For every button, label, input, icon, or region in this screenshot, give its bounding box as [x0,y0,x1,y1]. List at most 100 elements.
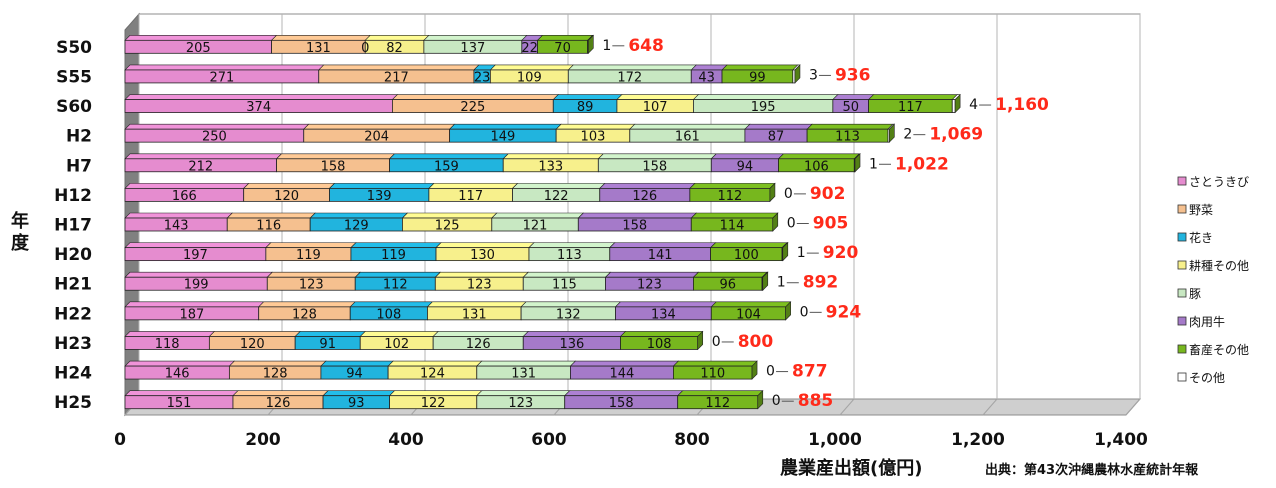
category-label: S50 [56,38,92,58]
bar-segment-top [777,153,861,160]
bar-value-label: 114 [720,219,745,234]
bar-value-label: 131 [511,367,536,382]
bar-value-label: 119 [381,248,406,263]
bar-end-face [772,212,779,232]
bar-value-label: 115 [552,278,577,293]
bar-value-label: 112 [705,396,730,411]
legend-swatch [1177,372,1187,382]
total-label: 885 [798,391,834,411]
bar-end-face [889,123,895,143]
bar-segment-top [349,301,434,308]
other-value-label: 1 [602,38,611,54]
other-value-label: 4 [969,97,978,113]
bar-value-label: 108 [376,307,401,322]
bar-segment-top [569,360,680,367]
bar-value-label: 117 [898,100,923,115]
bar-value-label: 149 [490,130,515,145]
bar-value-label: 131 [306,41,331,56]
bar-segment-top [391,94,560,100]
x-tick-label: 0 [114,430,126,450]
bar-segment-top [232,390,329,396]
bar-value-label: 195 [751,100,776,115]
category-label: H2 [66,127,92,147]
bar-segment-top [597,153,718,160]
bar-value-label: 43 [698,70,715,85]
bar-segment-top [867,94,958,100]
bar-value-label: 107 [643,100,668,115]
bar-value-label: 151 [167,396,192,411]
bar-value-label: 118 [155,337,180,352]
bar-segment-top [435,242,535,248]
bar-segment-top [721,64,799,71]
bar-segment-top [692,271,768,278]
bar-segment-top [303,123,456,130]
legend-swatch [1177,316,1187,326]
bar-segment-top [629,123,751,130]
bar-segment-top [270,35,371,41]
bar-segment-top [555,123,636,130]
other-value-label: 0 [784,186,793,202]
total-label: 1,069 [929,125,983,145]
category-label: H17 [54,216,92,236]
bar-value-label: 109 [517,70,542,85]
bar-segment-top [228,360,327,367]
bar-value-label: 123 [637,278,662,293]
bar-end-face [854,153,861,173]
x-tick-label: 600 [531,430,567,450]
bar-segment-top [328,183,435,189]
bar-value-label: 89 [577,100,594,115]
legend-swatch [1177,176,1187,186]
bar-value-label: 113 [835,130,860,145]
bar-segment-top [124,183,250,189]
bar-value-label: 204 [364,130,389,145]
bar-segment-top [257,301,356,308]
total-label: 924 [826,302,862,322]
category-label: H20 [54,245,92,265]
bar-value-label: 199 [184,278,209,293]
bar-segment [792,69,796,84]
bar-value-label: 100 [734,248,759,263]
bar-value-label: 144 [610,367,635,382]
legend-label: 畜産その他 [1189,342,1249,357]
bar-value-label: 131 [462,307,487,322]
bar-value-label: 122 [421,396,446,411]
bar-value-label: 87 [768,130,785,145]
bar-value-label: 113 [557,248,582,263]
bar-segment-top [322,390,396,396]
bar-segment-top [710,301,792,308]
bar-segment-top [124,153,283,160]
bar-segment-top [690,64,728,71]
bar-value-label: 110 [700,367,725,382]
bar-value-label: 102 [384,337,409,352]
bar-value-label: 128 [263,367,288,382]
bar-value-label: 158 [622,219,647,234]
bar-end-face [954,93,961,114]
x-tick-label: 1,400 [1094,430,1148,450]
bar-segment-top [502,153,605,160]
x-tick-label: 800 [674,430,710,450]
bar-value-label: 123 [467,278,492,293]
bar-value-label: 134 [651,307,676,322]
bar-end-face [588,34,594,55]
bar-segment-top [124,242,272,248]
bar-segment-top [806,123,894,130]
bar-segment-top [265,242,357,248]
bar-segment-top [426,301,527,308]
bar-segment-top [124,94,399,100]
bar-segment-top [124,301,265,308]
other-value-label: 0 [787,216,796,232]
bar-segment-top [744,123,813,130]
bar-value-label: 106 [804,159,829,174]
bar-segment-top [226,212,316,219]
category-label: S55 [56,67,92,87]
bar-segment-top [242,183,336,189]
bar-segment-top [434,271,529,278]
bar-segment-top [564,390,684,396]
bar-segment-top [476,390,571,396]
x-tick-label: 1,000 [808,430,862,450]
bar-segment-top [124,64,325,71]
bar-value-label: 143 [164,219,189,234]
category-label: H24 [54,364,92,384]
bar-segment-top [599,183,696,189]
